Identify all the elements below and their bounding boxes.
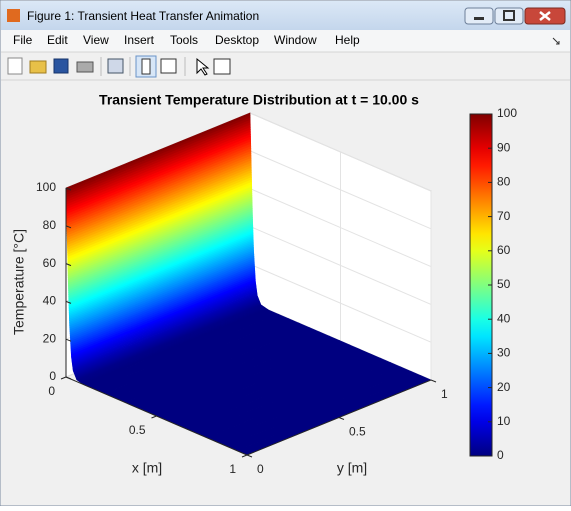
pointer-button[interactable] [196, 57, 210, 76]
print-button[interactable] [76, 61, 94, 73]
x-tick-label: 0 [48, 384, 55, 398]
z-tick [65, 225, 72, 229]
x-tick [60, 376, 67, 380]
colorbar-tick-label: 30 [497, 346, 511, 360]
open-button[interactable] [29, 60, 47, 74]
y-tick-label: 0 [257, 462, 264, 476]
maximize-button[interactable] [494, 7, 524, 25]
z-tick-label: 60 [43, 256, 57, 270]
surface-segment [69, 250, 256, 358]
x-axis-label: x [m] [132, 460, 162, 476]
menu-item[interactable]: Window [274, 33, 317, 47]
menu-item[interactable]: Insert [124, 33, 155, 47]
app-icon [7, 9, 20, 22]
menu-item[interactable]: Edit [47, 33, 68, 47]
minimize-icon [474, 17, 484, 20]
colorbar-tick-label: 70 [497, 209, 511, 223]
surface-segment [66, 150, 253, 265]
x-tick-label: 1 [229, 462, 236, 476]
chart-title: Transient Temperature Distribution at t … [99, 92, 419, 108]
property-button[interactable] [213, 58, 231, 75]
legend-button[interactable] [160, 58, 177, 74]
minimize-button[interactable] [464, 7, 494, 25]
colorbar-tick-label: 50 [497, 277, 511, 291]
colorbar-tick-label: 10 [497, 414, 511, 428]
z-axis-label: Temperature [°C] [11, 229, 27, 335]
x-tick [151, 415, 157, 419]
colorbar-tick-label: 40 [497, 311, 511, 325]
z-tick-label: 0 [49, 369, 56, 383]
z-tick [65, 263, 72, 267]
menu-item[interactable]: View [83, 33, 109, 47]
colorbar-tick-label: 60 [497, 243, 511, 257]
y-tick [338, 417, 345, 420]
y-tick [246, 454, 253, 458]
x-tick [241, 454, 248, 458]
surface-segment [65, 112, 252, 227]
z-tick [65, 187, 72, 191]
colorbar-tick-label: 20 [497, 380, 511, 394]
z-tick [65, 338, 72, 342]
colorbar-tick-label: 100 [497, 106, 517, 120]
menu-bar [1, 30, 570, 52]
new-button[interactable] [7, 57, 23, 75]
z-tick [65, 376, 72, 380]
y-tick-label: 0.5 [349, 425, 366, 439]
z-tick [65, 300, 72, 304]
y-tick-label: 1 [441, 387, 448, 401]
y-axis-label: y [m] [337, 460, 367, 476]
surface-segment [67, 188, 254, 300]
menu-item[interactable]: Desktop [215, 33, 259, 47]
surface-segment [71, 281, 258, 372]
close-icon [539, 11, 551, 21]
maximize-icon [503, 10, 515, 21]
colorbar-tick-label: 90 [497, 140, 511, 154]
dock-icon[interactable] [552, 37, 560, 45]
toolbar [7, 55, 231, 78]
menu-item[interactable]: Help [335, 33, 360, 47]
window-title: Figure 1: Transient Heat Transfer Animat… [27, 9, 259, 23]
z-tick-label: 100 [36, 180, 56, 194]
menu-item[interactable]: File [13, 33, 33, 47]
surface-segment [72, 295, 262, 381]
colorbar-tick-label: 0 [497, 448, 504, 462]
menu-item[interactable]: Tools [170, 33, 198, 47]
link-button[interactable] [107, 58, 124, 74]
z-tick-label: 20 [43, 331, 57, 345]
colorbar-tick-label: 80 [497, 175, 511, 189]
surface-segment [83, 309, 432, 456]
menu: File Edit View Insert Tools Desktop Window Help [13, 33, 360, 47]
surface-segment [68, 223, 254, 327]
colorbar-icon [141, 58, 151, 75]
x-tick-label: 0.5 [129, 423, 146, 437]
z-tick-label: 40 [43, 294, 57, 308]
y-tick [430, 379, 437, 383]
save-button[interactable] [53, 58, 69, 74]
z-tick-label: 80 [43, 218, 57, 232]
